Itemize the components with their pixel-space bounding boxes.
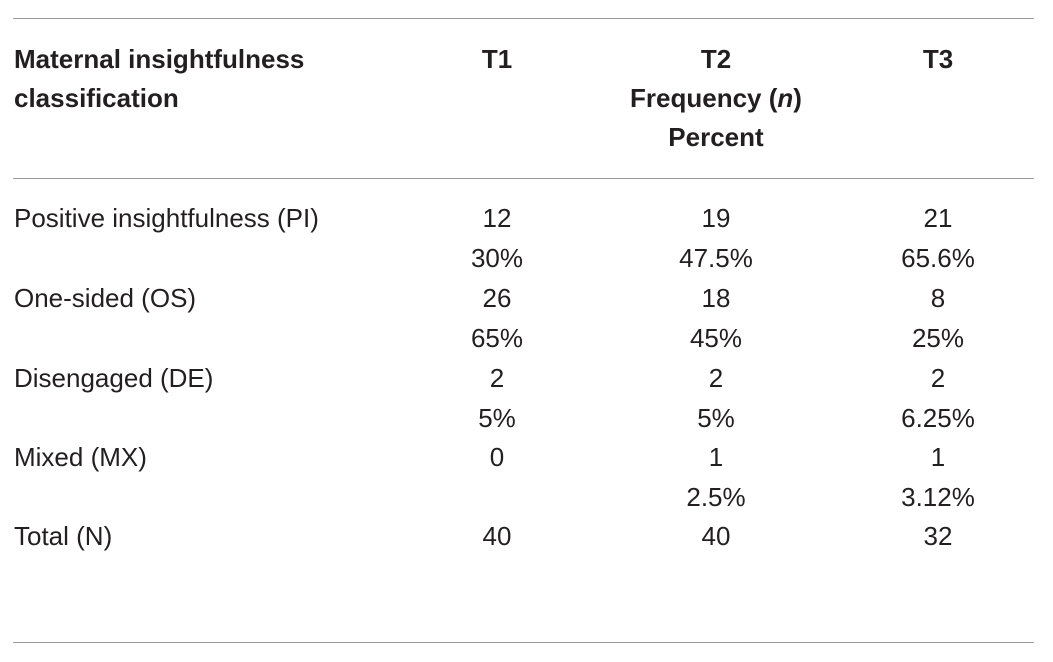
row-label: Positive insightfulness (PI) — [14, 203, 319, 233]
cell-t2-frequency: 1 — [708, 442, 724, 472]
cell-t3-frequency: 1 — [930, 442, 946, 472]
cell-t2-frequency: 19 — [701, 203, 731, 233]
header-t2-label: T2 — [700, 44, 732, 74]
cell-t1-percent: 65% — [470, 323, 524, 353]
cell-t1-frequency: 26 — [482, 283, 512, 313]
cell-t2-percent: 2.5% — [686, 482, 746, 512]
header-row-label-line1: Maternal insightfulness — [14, 44, 305, 74]
cell-t3-percent: 25% — [911, 323, 965, 353]
cell-t2-total: 40 — [701, 521, 731, 551]
cell-t1-percent: 5% — [478, 403, 516, 433]
cell-t2-percent: 45% — [689, 323, 743, 353]
cell-t1-percent: 30% — [470, 243, 524, 273]
header-t2-subtitle2: Percent — [668, 122, 764, 152]
cell-t2-percent: 5% — [697, 403, 735, 433]
cell-t3-percent: 65.6% — [901, 243, 975, 273]
cell-t2-percent: 47.5% — [679, 243, 753, 273]
cell-t1-frequency: 12 — [482, 203, 512, 233]
cell-t2-frequency: 2 — [708, 363, 724, 393]
cell-t3-total: 32 — [923, 521, 953, 551]
cell-t1-frequency: 0 — [489, 442, 505, 472]
cell-t1-frequency: 2 — [489, 363, 505, 393]
header-t2-subtitle: Frequency (n) — [630, 83, 802, 113]
header-row-label-line2: classification — [14, 83, 179, 113]
header-t1: T1 — [481, 44, 513, 74]
header-bottom-rule — [13, 178, 1034, 179]
header-t3: T3 — [922, 44, 954, 74]
cell-t1-total: 40 — [482, 521, 512, 551]
cell-t3-frequency: 8 — [930, 283, 946, 313]
table-top-rule — [13, 18, 1034, 19]
table-bottom-rule — [13, 642, 1034, 643]
cell-t3-percent: 3.12% — [901, 482, 975, 512]
header-row-label: Maternal insightfulness classification — [14, 40, 434, 118]
row-label: Total (N) — [14, 521, 113, 551]
row-label: Disengaged (DE) — [14, 363, 214, 393]
header-t2: T2 Frequency (n) Percent — [586, 40, 846, 157]
cell-t3-frequency: 21 — [923, 203, 953, 233]
row-label: One-sided (OS) — [14, 283, 197, 313]
cell-t3-frequency: 2 — [930, 363, 946, 393]
cell-t2-frequency: 18 — [701, 283, 731, 313]
cell-t3-percent: 6.25% — [901, 403, 975, 433]
row-label: Mixed (MX) — [14, 442, 147, 472]
